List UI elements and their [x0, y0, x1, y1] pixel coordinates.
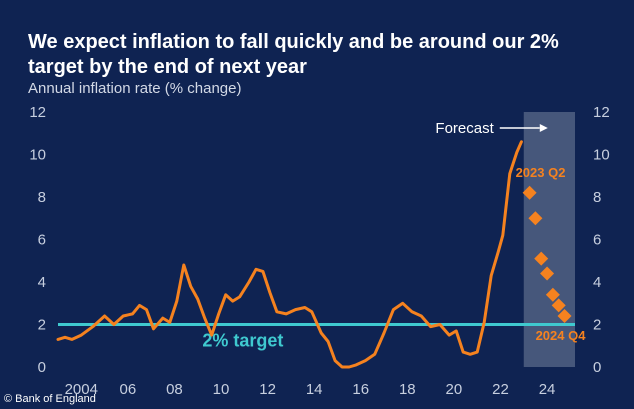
annotation-2023-q2: 2023 Q2: [516, 165, 566, 180]
y-tick-label-right: 0: [593, 359, 601, 376]
annotation-2024-q4: 2024 Q4: [536, 328, 587, 343]
y-tick-label-right: 8: [593, 189, 601, 206]
y-tick-label-right: 6: [593, 232, 601, 249]
y-tick-label-left: 6: [38, 232, 46, 249]
x-tick-label: 18: [399, 381, 416, 398]
y-tick-label-right: 4: [593, 274, 601, 291]
chart-subtitle: Annual inflation rate (% change): [28, 80, 242, 97]
y-tick-label-left: 4: [38, 274, 46, 291]
forecast-markers: [522, 185, 572, 323]
x-tick-label: 16: [352, 381, 369, 398]
y-tick-label-left: 12: [29, 104, 46, 121]
forecast-point: [534, 251, 549, 266]
target-line: 2% target: [58, 323, 575, 351]
y-tick-label-right: 10: [593, 147, 610, 164]
forecast-point: [540, 266, 555, 281]
x-tick-label: 2004: [65, 381, 98, 398]
inflation-series: [56, 140, 523, 369]
forecast-point: [528, 211, 543, 226]
x-tick-label: 10: [213, 381, 230, 398]
chart-title: We expect inflation to fall quickly and …: [28, 31, 559, 78]
x-tick-label: 22: [492, 381, 509, 398]
forecast-arrow-head: [539, 124, 548, 132]
y-tick-label-right: 12: [593, 104, 610, 121]
target-label: 2% target: [202, 331, 283, 351]
x-tick-label: 08: [166, 381, 183, 398]
x-tick-label: 24: [539, 381, 556, 398]
forecast-point: [522, 185, 537, 200]
forecast-point: [551, 298, 566, 313]
y-tick-label-left: 2: [38, 317, 46, 334]
y-tick-label-left: 10: [29, 147, 46, 164]
chart-labels: 2023 Q2 2024 Q4: [516, 165, 587, 343]
source-credit: © Bank of England: [4, 393, 96, 405]
x-tick-label: 06: [120, 381, 137, 398]
forecast-label: Forecast: [435, 120, 494, 137]
y-tick-label-left: 8: [38, 189, 46, 206]
x-tick-label: 20: [446, 381, 463, 398]
x-tick-label: 14: [306, 381, 323, 398]
x-tick-label: 12: [259, 381, 276, 398]
y-tick-label-right: 2: [593, 317, 601, 334]
forecast-point: [545, 287, 560, 302]
inflation-line: [56, 140, 523, 369]
y-tick-label-left: 0: [38, 359, 46, 376]
forecast-point: [557, 309, 572, 323]
